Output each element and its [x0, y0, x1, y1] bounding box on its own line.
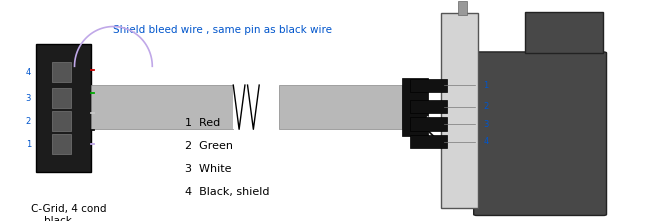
Text: 3  White: 3 White	[185, 164, 231, 174]
Bar	[52, 111, 71, 131]
Bar	[410, 118, 447, 131]
Polygon shape	[233, 85, 279, 129]
Text: 2: 2	[26, 117, 31, 126]
Text: 4  Black, shield: 4 Black, shield	[185, 187, 269, 197]
Text: C-Grid, 4 cond
    black: C-Grid, 4 cond black	[31, 204, 107, 221]
Bar	[525, 12, 603, 53]
Bar	[52, 63, 71, 82]
Text: 4: 4	[26, 68, 31, 77]
FancyBboxPatch shape	[474, 52, 607, 215]
Bar	[279, 85, 402, 129]
Text: 1: 1	[26, 140, 31, 149]
Text: 1: 1	[483, 81, 489, 90]
Text: 3: 3	[483, 120, 489, 129]
Text: 3: 3	[26, 93, 31, 103]
Text: 2: 2	[483, 102, 489, 111]
Bar	[441, 13, 478, 208]
Bar	[410, 135, 447, 148]
Bar	[458, 1, 467, 15]
Bar	[402, 78, 428, 136]
Text: 4: 4	[483, 137, 489, 146]
Bar	[410, 79, 447, 92]
Bar	[36, 44, 91, 172]
Text: 1  Red: 1 Red	[185, 118, 220, 128]
Bar	[91, 85, 233, 129]
Bar	[52, 134, 71, 154]
Text: 2  Green: 2 Green	[185, 141, 233, 151]
Text: Shield bleed wire , same pin as black wire: Shield bleed wire , same pin as black wi…	[113, 25, 332, 35]
Bar	[52, 88, 71, 108]
Bar	[410, 100, 447, 113]
